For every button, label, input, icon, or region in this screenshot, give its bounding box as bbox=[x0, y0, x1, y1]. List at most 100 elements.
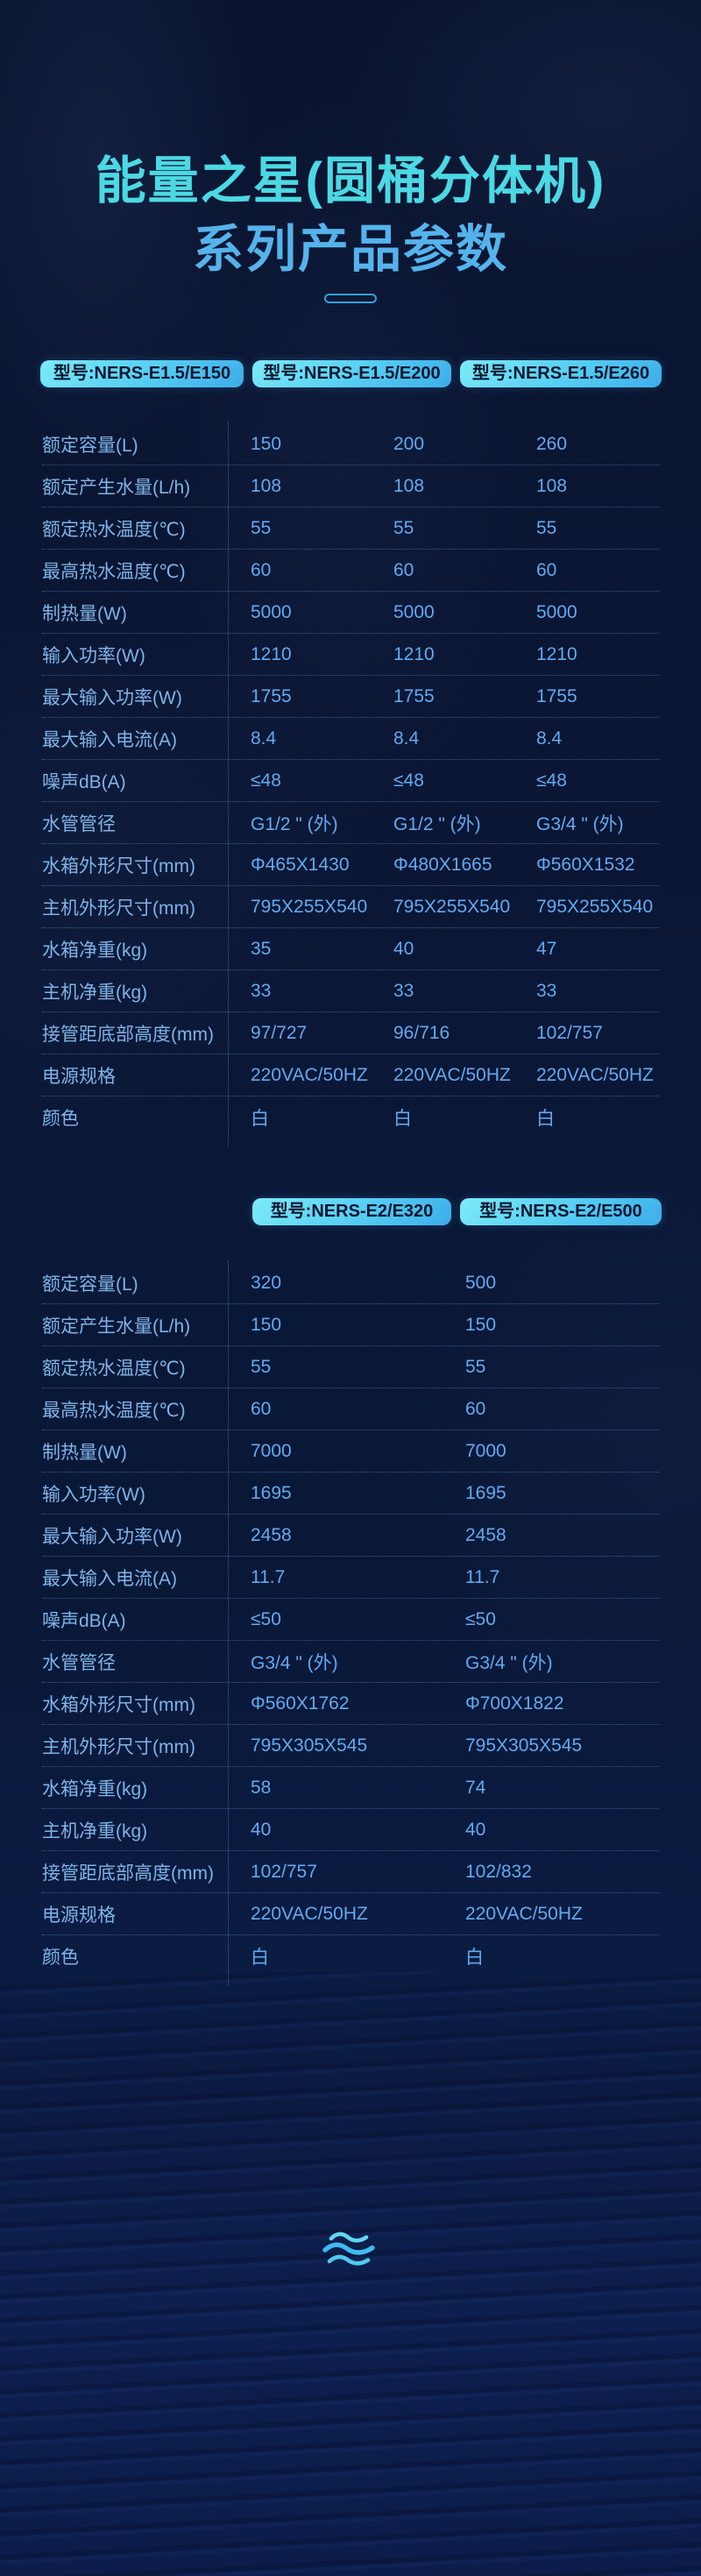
spec-label: 最大输入电流(A) bbox=[42, 729, 177, 750]
table-divider-line bbox=[228, 422, 229, 1146]
spec-value: ≤50 bbox=[465, 1608, 496, 1629]
spec-value: G1/2 " (外) bbox=[251, 813, 338, 834]
spec-table-1: 额定容量(L) 150 200 260 额定产生水量(L/h) 108 108 108 额定… bbox=[42, 422, 659, 1146]
table-row: 主机外形尺寸(mm) 795X255X540 795X255X540 795X255X… bbox=[42, 886, 659, 928]
spec-label: 最大输入功率(W) bbox=[42, 1526, 182, 1547]
spec-value: 33 bbox=[251, 980, 272, 1001]
spec-label: 颜色 bbox=[42, 1108, 79, 1129]
spec-value: 1210 bbox=[536, 643, 577, 664]
table-row: 噪声dB(A) ≤48 ≤48 ≤48 bbox=[42, 760, 659, 802]
table-row: 最大输入功率(W) 2458 2458 bbox=[42, 1515, 659, 1557]
table-row: 最大输入电流(A) 11.7 11.7 bbox=[42, 1557, 659, 1599]
table-row: 噪声dB(A) ≤50 ≤50 bbox=[42, 1599, 659, 1641]
spec-label: 主机净重(kg) bbox=[42, 982, 148, 1003]
spec-value: 150 bbox=[251, 1314, 282, 1335]
table-row: 接管距底部高度(mm) 97/727 96/716 102/757 bbox=[42, 1012, 659, 1054]
spec-label: 最大输入电流(A) bbox=[42, 1568, 177, 1589]
spec-value: 白 bbox=[251, 1947, 269, 1968]
model-badge: 型号:NERS-E1.5/E200 bbox=[252, 360, 451, 387]
spec-value: 11.7 bbox=[251, 1566, 286, 1587]
spec-label: 水管管径 bbox=[42, 1652, 116, 1673]
spec-label: 接管距底部高度(mm) bbox=[42, 1024, 214, 1045]
spec-value: Φ560X1762 bbox=[251, 1692, 350, 1714]
spec-value: 220VAC/50HZ bbox=[393, 1064, 511, 1085]
spec-label: 额定容量(L) bbox=[42, 435, 138, 456]
spec-value: 108 bbox=[536, 475, 568, 496]
spec-value: 60 bbox=[465, 1398, 486, 1419]
spec-value: 白 bbox=[465, 1947, 484, 1968]
spec-value: G3/4 " (外) bbox=[251, 1652, 338, 1673]
spec-table-2: 额定容量(L) 320 500 额定产生水量(L/h) 150 150 额定热水温度(℃… bbox=[42, 1260, 659, 1985]
spec-value: 108 bbox=[393, 475, 425, 496]
spec-label: 水箱净重(kg) bbox=[42, 940, 148, 961]
spec-value: 102/832 bbox=[465, 1861, 532, 1882]
spec-label: 水箱净重(kg) bbox=[42, 1778, 148, 1799]
spec-value: 1695 bbox=[251, 1482, 292, 1503]
spec-value: 60 bbox=[536, 559, 557, 580]
spec-value: 33 bbox=[393, 980, 414, 1001]
table-row: 额定产生水量(L/h) 108 108 108 bbox=[42, 465, 659, 507]
spec-value: 220VAC/50HZ bbox=[251, 1903, 368, 1924]
model-badge: 型号:NERS-E1.5/E260 bbox=[460, 360, 662, 387]
spec-value: 47 bbox=[536, 938, 557, 959]
spec-label: 主机外形尺寸(mm) bbox=[42, 898, 195, 919]
table-row: 最大输入电流(A) 8.4 8.4 8.4 bbox=[42, 718, 659, 760]
spec-value: 2458 bbox=[251, 1524, 292, 1545]
spec-value: 150 bbox=[465, 1314, 497, 1335]
spec-value: 5000 bbox=[393, 601, 435, 622]
spec-value: 150 bbox=[251, 433, 282, 454]
table-row: 颜色 白 白 bbox=[42, 1935, 659, 1976]
spec-label: 水箱外形尺寸(mm) bbox=[42, 855, 195, 876]
spec-value: 55 bbox=[251, 1356, 272, 1377]
spec-value: 33 bbox=[536, 980, 557, 1001]
spec-label: 电源规格 bbox=[42, 1066, 116, 1087]
spec-label: 制热量(W) bbox=[42, 1442, 127, 1463]
spec-value: 7000 bbox=[251, 1440, 292, 1461]
spec-value: 35 bbox=[251, 938, 272, 959]
spec-label: 最大输入功率(W) bbox=[42, 687, 182, 708]
spec-value: 97/727 bbox=[251, 1022, 308, 1043]
table-row: 额定容量(L) 320 500 bbox=[42, 1262, 659, 1304]
spec-value: 795X305X545 bbox=[251, 1735, 368, 1756]
spec-value: 11.7 bbox=[465, 1566, 500, 1587]
spec-label: 主机净重(kg) bbox=[42, 1820, 148, 1842]
table-row: 水箱外形尺寸(mm) Φ560X1762 Φ700X1822 bbox=[42, 1683, 659, 1725]
background-water-texture bbox=[0, 1972, 701, 2576]
spec-value: 1755 bbox=[536, 685, 577, 706]
model-badge: 型号:NERS-E2/E500 bbox=[460, 1198, 662, 1225]
spec-value: G3/4 " (外) bbox=[536, 813, 624, 834]
spec-label: 额定热水温度(℃) bbox=[42, 1358, 186, 1379]
spec-value: 8.4 bbox=[536, 727, 563, 749]
spec-label: 接管距底部高度(mm) bbox=[42, 1863, 214, 1884]
spec-value: ≤48 bbox=[393, 770, 424, 791]
spec-value: 220VAC/50HZ bbox=[536, 1064, 654, 1085]
table-row: 水箱外形尺寸(mm) Φ465X1430 Φ480X1665 Φ560X1532 bbox=[42, 844, 659, 886]
model-badge: 型号:NERS-E2/E320 bbox=[252, 1198, 451, 1225]
spec-label: 水管管径 bbox=[42, 813, 116, 834]
table-row: 最大输入功率(W) 1755 1755 1755 bbox=[42, 676, 659, 718]
table-row: 接管距底部高度(mm) 102/757 102/832 bbox=[42, 1851, 659, 1893]
spec-label: 额定产生水量(L/h) bbox=[42, 477, 191, 498]
spec-label: 颜色 bbox=[42, 1947, 79, 1968]
spec-value: 1210 bbox=[251, 643, 292, 664]
spec-value: 55 bbox=[465, 1356, 486, 1377]
table-row: 颜色 白 白 白 bbox=[42, 1096, 659, 1138]
spec-value: 96/716 bbox=[393, 1022, 450, 1043]
spec-value: 500 bbox=[465, 1272, 497, 1293]
spec-label: 主机外形尺寸(mm) bbox=[42, 1736, 195, 1757]
page-title-line-1: 能量之星(圆桶分体机) bbox=[95, 153, 606, 209]
spec-value: 5000 bbox=[251, 601, 292, 622]
table-row: 主机外形尺寸(mm) 795X305X545 795X305X545 bbox=[42, 1725, 659, 1767]
spec-value: G3/4 " (外) bbox=[465, 1652, 553, 1673]
spec-value: 74 bbox=[465, 1777, 486, 1798]
spec-value: 102/757 bbox=[536, 1022, 603, 1043]
spec-value: 260 bbox=[536, 433, 568, 454]
spec-label: 额定容量(L) bbox=[42, 1274, 138, 1295]
spec-value: G1/2 " (外) bbox=[393, 813, 481, 834]
spec-value: 220VAC/50HZ bbox=[251, 1064, 368, 1085]
spec-value: 60 bbox=[251, 1398, 272, 1419]
spec-value: 220VAC/50HZ bbox=[465, 1903, 583, 1924]
spec-value: 5000 bbox=[536, 601, 577, 622]
spec-label: 最高热水温度(℃) bbox=[42, 561, 186, 582]
table-row: 最高热水温度(℃) 60 60 60 bbox=[42, 550, 659, 592]
